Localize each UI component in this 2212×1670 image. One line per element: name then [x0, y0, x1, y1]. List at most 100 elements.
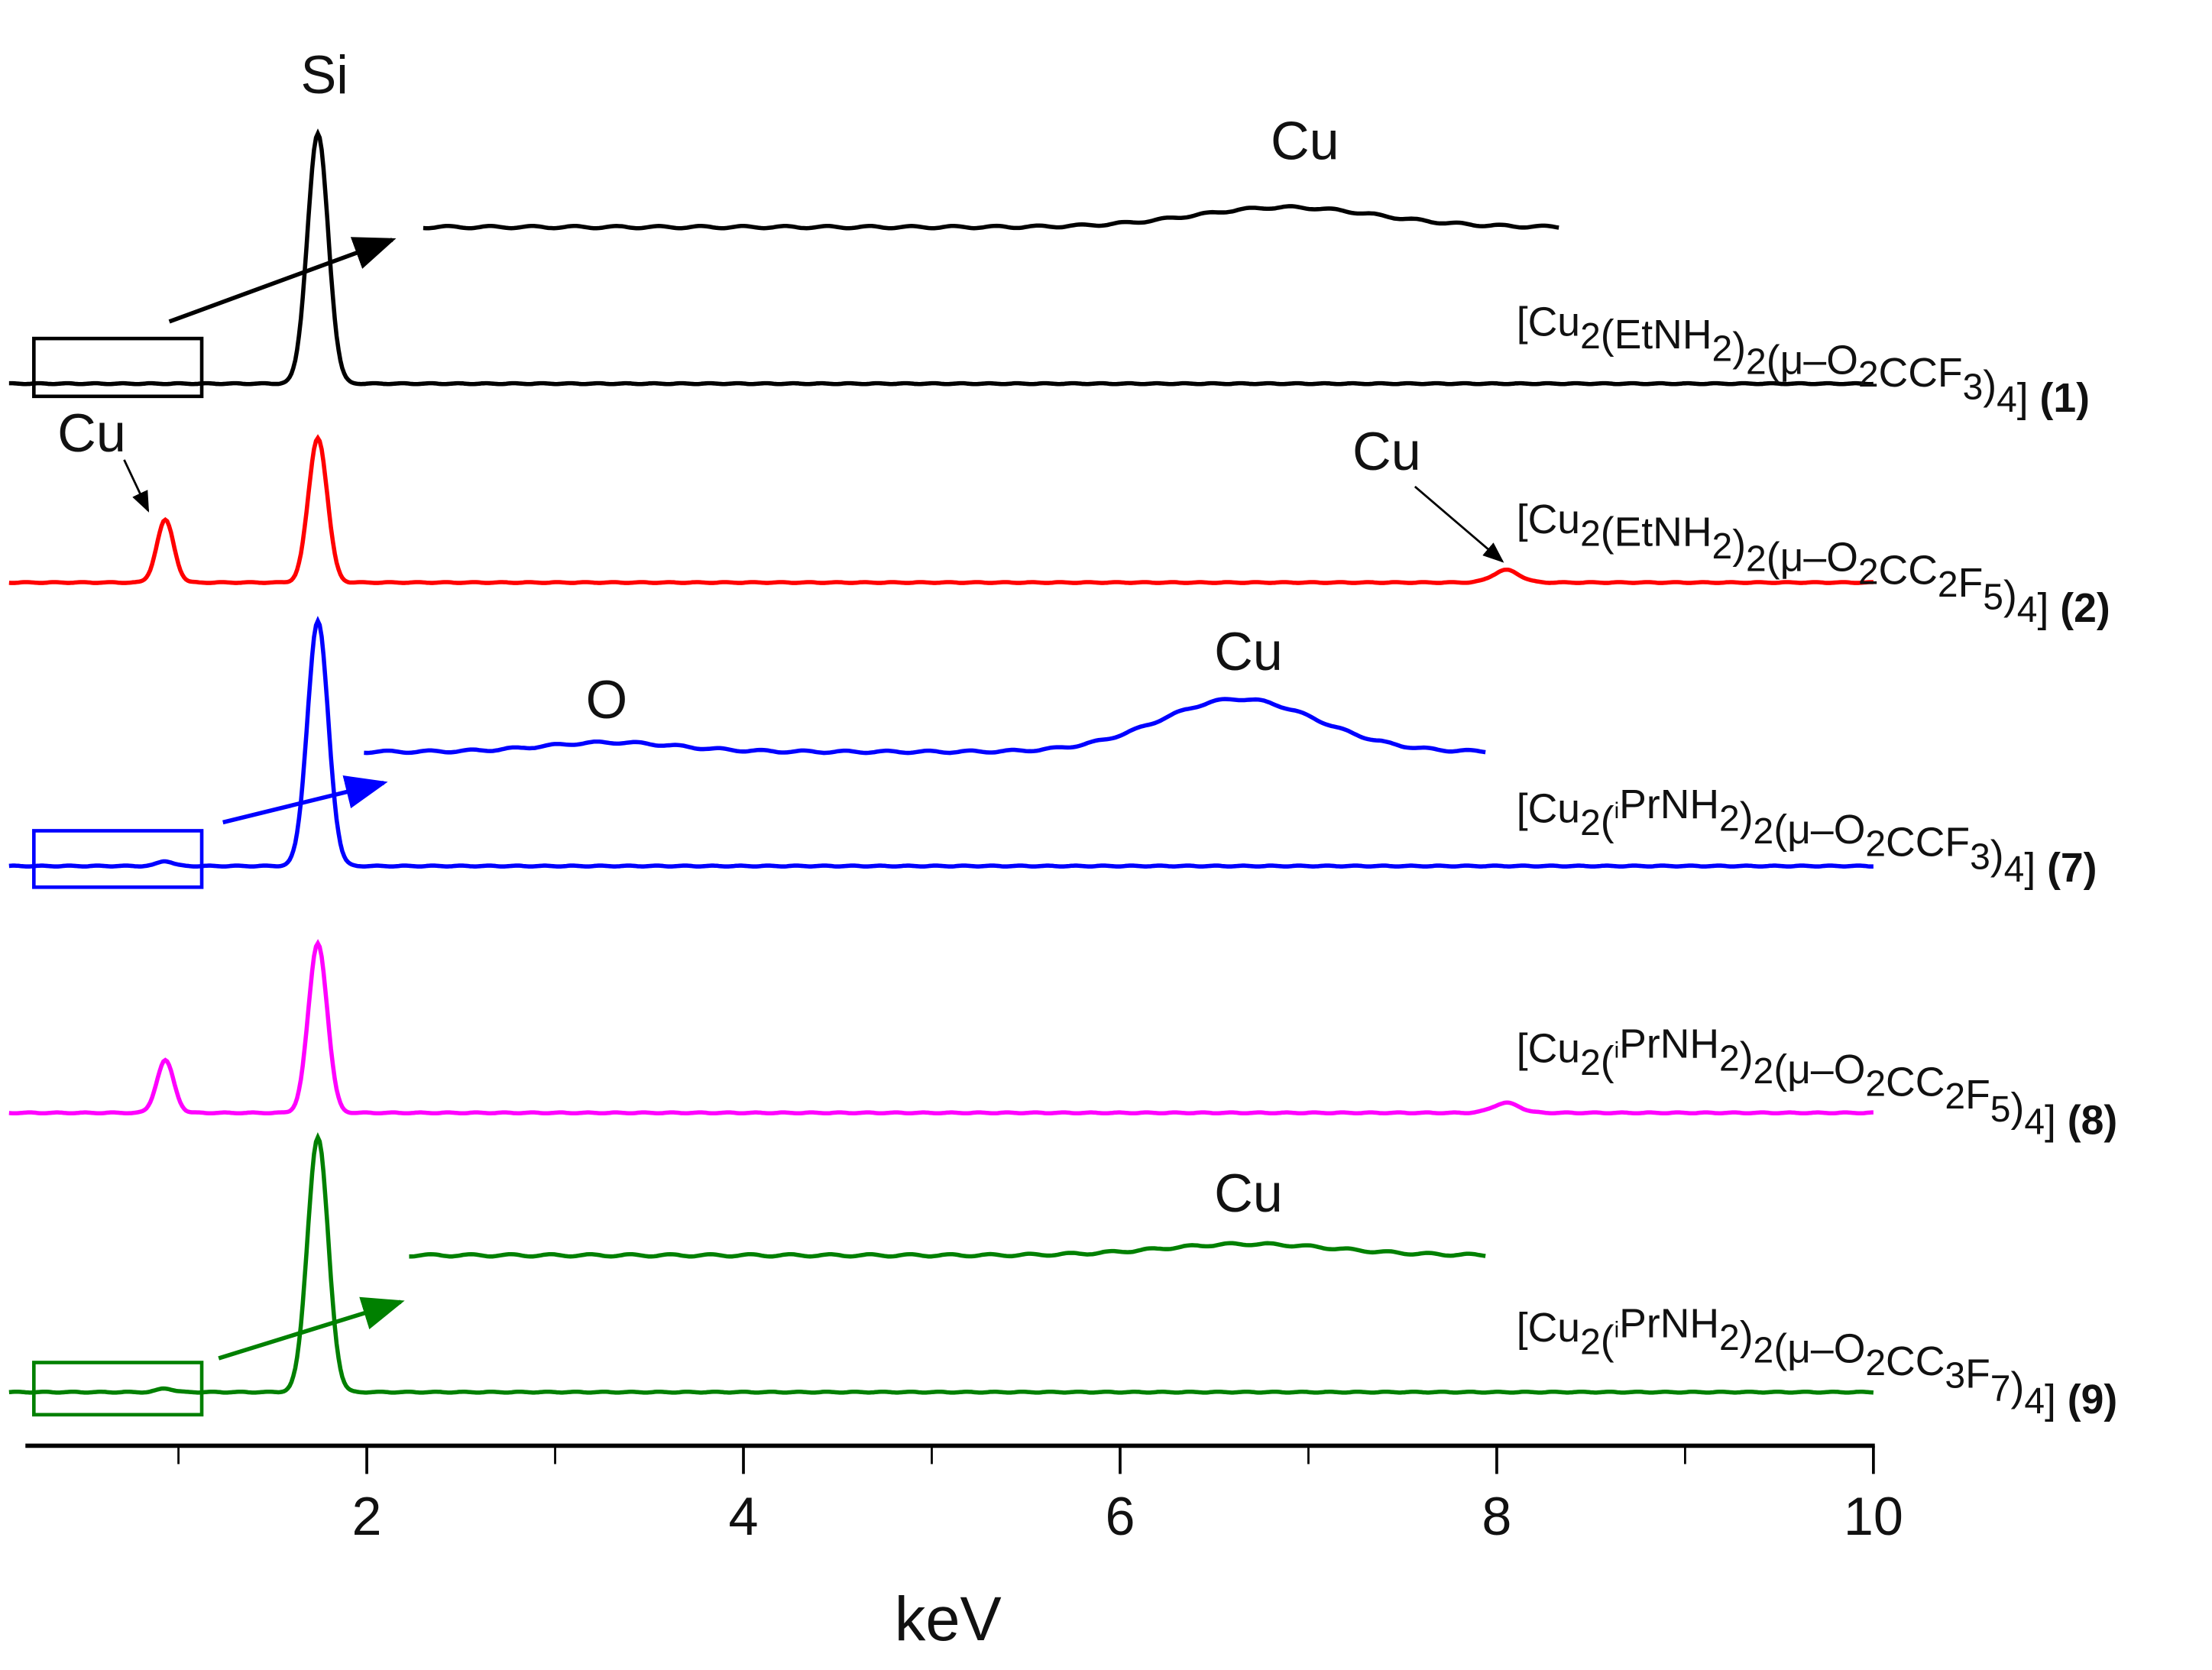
- arrows: [123, 237, 1504, 1361]
- label-segment: 2: [1938, 565, 1958, 605]
- label-segment: (EtNH: [1601, 312, 1712, 358]
- label-segment: PrNH: [1619, 1022, 1719, 1067]
- label-segment: ): [2003, 574, 2017, 619]
- series-line-1: [8, 128, 1874, 387]
- label-segment: 4: [2004, 850, 2025, 890]
- series-line-2: [8, 434, 1874, 585]
- label-segment: 2: [1580, 316, 1601, 357]
- label-segment: 4: [2017, 590, 2038, 630]
- label-segment: ): [1732, 325, 1746, 371]
- annotation-cu-inset-7: Cu: [1214, 621, 1283, 681]
- label-segment: (: [1601, 1318, 1614, 1363]
- label-segment: [Cu: [1517, 497, 1580, 542]
- label-segment: (μ–O: [1773, 807, 1865, 853]
- series-label-4: [Cu2(iPrNH2)2(μ–O2CC2F5)4] (8): [1517, 1022, 2117, 1144]
- label-segment: 2: [1719, 1318, 1740, 1358]
- label-segment: 3: [1963, 367, 1984, 407]
- label-segment: 2: [1754, 1051, 1774, 1092]
- x-tick-label: 2: [352, 1486, 382, 1546]
- label-segment: i: [1614, 1038, 1620, 1063]
- label-segment: ]: [2045, 1377, 2068, 1422]
- label-segment: 3: [1970, 837, 1990, 877]
- label-segment: 2: [1746, 341, 1767, 382]
- x-ticks: 2 4 6 8 10: [177, 1445, 1903, 1546]
- annotation-cu-inset-1: Cu: [1271, 111, 1339, 171]
- series-label-2: [Cu2(EtNH2)2(μ–O2CC2F5)4] (2): [1517, 497, 2110, 631]
- label-segment: 3: [1945, 1356, 1965, 1397]
- label-segment: CCF: [1879, 351, 1963, 396]
- label-segment: ]: [2017, 376, 2040, 421]
- inset-arrow-7: [222, 775, 388, 825]
- label-segment: ): [1740, 795, 1754, 840]
- label-segment: 2: [1580, 1322, 1601, 1362]
- label-segment: F: [1958, 561, 1984, 606]
- label-segment: ): [2011, 1086, 2025, 1131]
- label-segment: (2): [2060, 586, 2110, 631]
- label-segment: ): [1732, 523, 1746, 568]
- label-segment: ): [1983, 363, 1997, 408]
- inset-line-5: [409, 1241, 1486, 1259]
- label-segment: 2: [1858, 354, 1879, 395]
- label-segment: 2: [1858, 552, 1879, 592]
- series-line-5: [8, 1131, 1874, 1395]
- label-segment: 2: [1754, 1331, 1774, 1371]
- label-segment: 2: [1580, 1043, 1601, 1083]
- label-segment: (9): [2068, 1377, 2117, 1422]
- label-segment: ): [1990, 833, 2004, 878]
- label-segment: (μ–O: [1767, 338, 1858, 383]
- series-line-3: [8, 616, 1874, 869]
- label-segment: 5: [1983, 578, 2003, 618]
- insets: [364, 204, 1559, 1259]
- label-segment: (8): [2068, 1098, 2117, 1143]
- series-label-5: [Cu2(iPrNH2)2(μ–O2CC3F7)4] (9): [1517, 1301, 2117, 1422]
- x-axis-label: keV: [895, 1584, 1002, 1654]
- label-segment: CC: [1879, 548, 1938, 593]
- cu-l-arrow-2: [123, 459, 150, 513]
- series-labels: [Cu2(EtNH2)2(μ–O2CCF3)4] (1)[Cu2(EtNH2)2…: [1517, 299, 2117, 1422]
- x-tick-label: 6: [1105, 1486, 1135, 1546]
- label-segment: CCF: [1886, 820, 1970, 866]
- label-segment: ): [1740, 1314, 1754, 1359]
- label-segment: i: [1614, 1317, 1620, 1342]
- label-segment: PrNH: [1619, 1301, 1719, 1346]
- zoom-box-9: [32, 1361, 204, 1417]
- zoom-boxes: [32, 336, 204, 1417]
- label-segment: 2: [1712, 526, 1733, 567]
- label-segment: (1): [2040, 376, 2090, 421]
- label-segment: 2: [1865, 824, 1886, 865]
- label-segment: (EtNH: [1601, 510, 1712, 555]
- label-segment: 2: [1754, 811, 1774, 852]
- annotation-o-inset-7: O: [586, 669, 628, 730]
- zoom-box-1: [32, 336, 204, 399]
- label-segment: CC: [1886, 1060, 1945, 1105]
- label-segment: 4: [2024, 1381, 2045, 1422]
- x-tick-label: 10: [1844, 1486, 1903, 1546]
- label-segment: [Cu: [1517, 299, 1580, 345]
- label-segment: 2: [1719, 1038, 1740, 1079]
- annotations: Si Cu Cu Cu O Cu Cu: [57, 44, 1421, 1223]
- label-segment: 2: [1719, 798, 1740, 839]
- label-segment: (μ–O: [1767, 536, 1858, 581]
- label-segment: (μ–O: [1773, 1047, 1865, 1092]
- inset-line-3: [364, 697, 1486, 756]
- label-segment: 2: [1580, 803, 1601, 843]
- inset-arrow-1: [168, 237, 397, 324]
- label-segment: [Cu: [1517, 1306, 1580, 1351]
- label-segment: ): [1740, 1034, 1754, 1079]
- cu-k-arrow-2: [1414, 485, 1504, 563]
- inset-arrow-9: [218, 1296, 405, 1361]
- label-segment: 4: [1997, 380, 2017, 420]
- label-segment: F: [1965, 1352, 1990, 1397]
- annotation-si: Si: [300, 44, 348, 105]
- label-segment: F: [1965, 1073, 1990, 1118]
- label-segment: PrNH: [1619, 782, 1719, 827]
- label-segment: 7: [1990, 1368, 2011, 1409]
- label-segment: (: [1601, 799, 1614, 844]
- traces: [8, 128, 1874, 1395]
- label-segment: i: [1614, 798, 1620, 824]
- label-segment: ]: [2038, 586, 2061, 631]
- series-label-1: [Cu2(EtNH2)2(μ–O2CCF3)4] (1): [1517, 299, 2090, 421]
- label-segment: 2: [1746, 539, 1767, 580]
- label-segment: CC: [1886, 1339, 1945, 1384]
